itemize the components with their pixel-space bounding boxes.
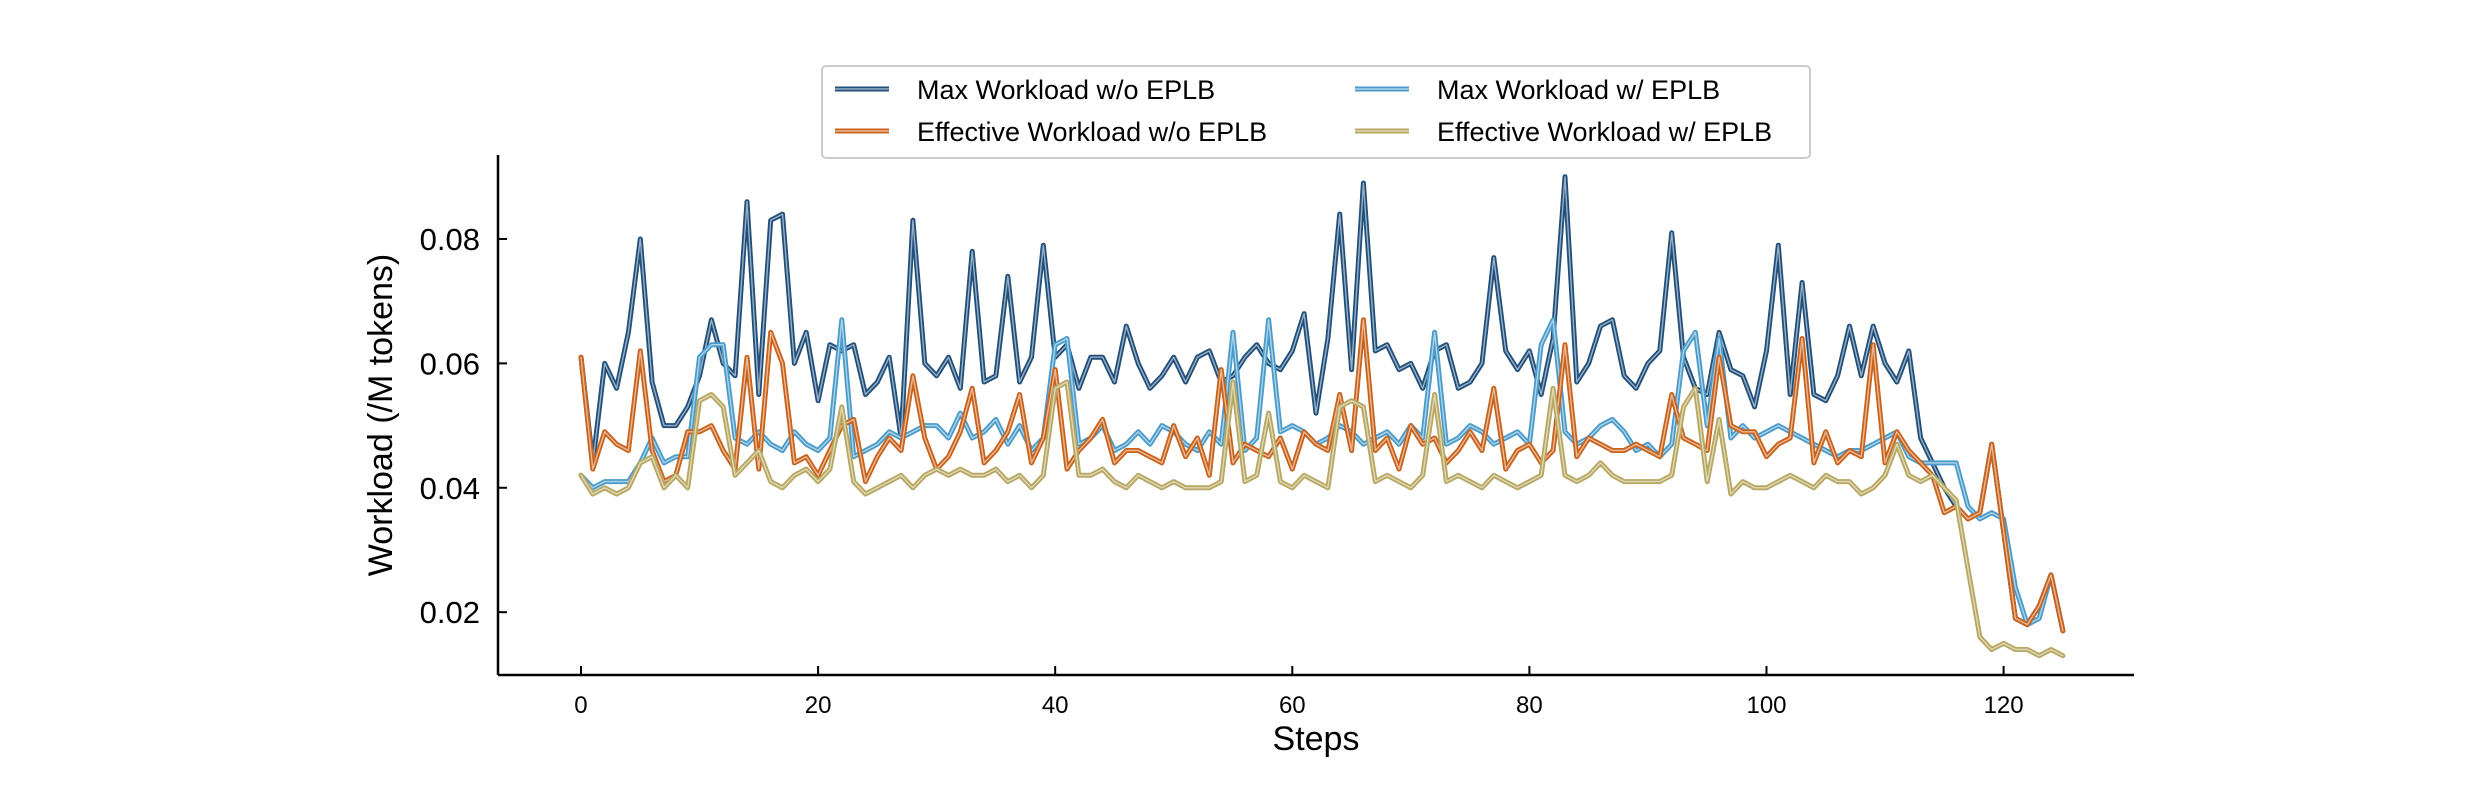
series-line-highlight-3: [580, 381, 2064, 657]
x-tick-label: 120: [1984, 692, 2024, 719]
x-tick-label: 40: [1042, 692, 1069, 719]
y-axis-label: Workload (/M tokens): [362, 254, 400, 576]
legend-label: Max Workload w/ EPLB: [1437, 75, 1720, 105]
y-tick-label: 0.06: [420, 346, 480, 381]
legend-label: Max Workload w/o EPLB: [917, 75, 1215, 105]
series-line-highlight-1: [580, 319, 2064, 632]
axis-ticks: 0 20 40 60 80 100 120 0.02 0.04 0.06 0.08: [420, 222, 2024, 719]
x-tick-label: 100: [1746, 692, 1786, 719]
legend-frame: [821, 65, 1811, 159]
y-tick-label: 0.02: [420, 595, 480, 630]
legend: Max Workload w/o EPLB Max Workload w/ EPL…: [821, 65, 1811, 159]
legend-items: Max Workload w/o EPLB Max Workload w/ EPL…: [835, 75, 1772, 147]
x-axis-label: Steps: [1273, 720, 1360, 758]
y-tick-label: 0.04: [420, 471, 480, 506]
series-line-3: [578, 379, 2066, 659]
x-tick-label: 60: [1279, 692, 1306, 719]
legend-label: Effective Workload w/ EPLB: [1437, 117, 1772, 147]
series-line-highlight-0: [580, 176, 2064, 632]
x-tick-label: 20: [805, 692, 832, 719]
x-tick-label: 0: [574, 692, 587, 719]
x-tick-label: 80: [1516, 692, 1543, 719]
series-line-highlight-2: [580, 319, 2064, 632]
y-tick-label: 0.08: [420, 222, 480, 257]
series-line-0: [578, 174, 2066, 634]
series-lines: [578, 174, 2066, 659]
legend-label: Effective Workload w/o EPLB: [917, 117, 1267, 147]
